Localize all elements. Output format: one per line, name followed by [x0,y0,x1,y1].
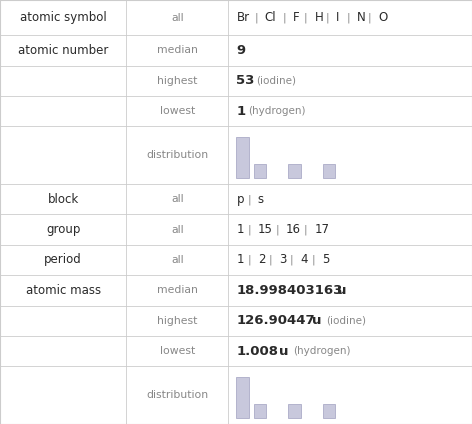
Text: |: | [290,255,294,265]
Text: |: | [304,224,308,235]
Text: |: | [311,255,315,265]
Bar [288,404,301,418]
Text: |: | [247,224,251,235]
Text: atomic number: atomic number [18,44,109,57]
Text: highest: highest [157,316,197,326]
Text: median: median [157,45,198,56]
Text: 15: 15 [258,223,273,236]
Text: |: | [283,12,287,23]
Bar [254,165,266,179]
Bar [323,165,336,179]
Text: atomic symbol: atomic symbol [20,11,107,24]
Text: |: | [304,12,308,23]
Text: distribution: distribution [146,390,208,400]
Text: Cl: Cl [265,11,277,24]
Text: H: H [314,11,323,24]
Text: F: F [293,11,300,24]
Text: atomic mass: atomic mass [25,284,101,297]
Text: s: s [258,193,264,206]
Text: highest: highest [157,76,197,86]
Bar [236,137,249,179]
Text: |: | [269,255,272,265]
Text: median: median [157,285,198,296]
Text: (iodine): (iodine) [257,76,296,86]
Text: |: | [254,12,258,23]
Text: distribution: distribution [146,150,208,160]
Text: (hydrogen): (hydrogen) [293,346,351,356]
Text: 126.90447: 126.90447 [236,314,315,327]
Text: u: u [312,314,321,327]
Text: |: | [347,12,350,23]
Text: all: all [171,255,184,265]
Text: |: | [247,255,251,265]
Text: |: | [368,12,371,23]
Text: lowest: lowest [160,106,195,116]
Text: 4: 4 [300,254,308,266]
Text: 2: 2 [258,254,265,266]
Text: 1: 1 [236,223,244,236]
Text: 1: 1 [236,105,245,117]
Text: (hydrogen): (hydrogen) [248,106,306,116]
Text: 5: 5 [322,254,329,266]
Text: |: | [325,12,329,23]
Text: block: block [48,193,79,206]
Text: all: all [171,13,184,22]
Text: 1.008: 1.008 [236,345,278,357]
Text: all: all [171,194,184,204]
Text: |: | [276,224,279,235]
Text: p: p [236,193,244,206]
Text: 3: 3 [279,254,287,266]
Text: 18.998403163: 18.998403163 [236,284,343,297]
Bar [288,165,301,179]
Text: 53: 53 [236,74,255,87]
Text: N: N [357,11,366,24]
Text: 9: 9 [236,44,245,57]
Text: (iodine): (iodine) [326,316,366,326]
Text: |: | [247,194,251,204]
Text: group: group [46,223,80,236]
Bar [323,404,336,418]
Bar [236,377,249,418]
Text: all: all [171,225,184,234]
Text: period: period [44,254,82,266]
Bar [254,404,266,418]
Text: Br: Br [236,11,250,24]
Text: lowest: lowest [160,346,195,356]
Text: u: u [279,345,289,357]
Text: 16: 16 [286,223,301,236]
Text: I: I [336,11,339,24]
Text: u: u [337,284,346,297]
Text: 1: 1 [236,254,244,266]
Text: O: O [379,11,388,24]
Text: 17: 17 [314,223,329,236]
